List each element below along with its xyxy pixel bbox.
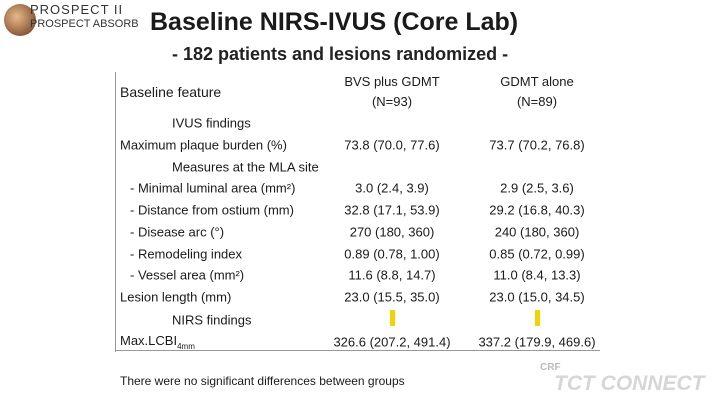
cell-value: 270 (180, 360) bbox=[349, 224, 435, 240]
cell-value: 337.2 (179.9, 469.6) bbox=[478, 334, 596, 350]
row-label: - Vessel area (mm²) bbox=[130, 267, 245, 283]
cell-value: 0.89 (0.78, 1.00) bbox=[344, 246, 440, 262]
header-text: (N=93) bbox=[371, 94, 413, 109]
highlight-bar bbox=[390, 310, 395, 326]
header-text: (N=89) bbox=[516, 94, 558, 109]
subtitle: - 182 patients and lesions randomized - bbox=[172, 44, 509, 64]
row-label: - Minimal luminal area (mm²) bbox=[130, 180, 296, 196]
table-border bbox=[115, 350, 600, 351]
logo-line: PROSPECT ABSORB bbox=[30, 18, 139, 30]
cell-value: 11.6 (8.8, 14.7) bbox=[348, 267, 436, 283]
logo-icon bbox=[4, 4, 36, 36]
row-label: - Remodeling index bbox=[130, 246, 243, 262]
cell-value: 326.6 (207.2, 491.4) bbox=[333, 334, 451, 350]
row-label: Max.LCBI4mm bbox=[120, 333, 195, 351]
cell-value: 240 (180, 360) bbox=[494, 224, 580, 240]
cell-value: 73.7 (70.2, 76.8) bbox=[489, 137, 585, 153]
cell-value: 23.0 (15.0, 34.5) bbox=[489, 289, 585, 305]
watermark: CRF bbox=[540, 362, 561, 373]
cell-value: 32.8 (17.1, 53.9) bbox=[344, 202, 440, 218]
section-label: IVUS findings bbox=[172, 115, 251, 131]
cell-value: 3.0 (2.4, 3.9) bbox=[355, 180, 429, 196]
cell-value: 0.85 (0.72, 0.99) bbox=[489, 246, 585, 262]
header-cell: Baseline feature bbox=[120, 84, 222, 100]
footnote: There were no significant differences be… bbox=[120, 374, 405, 388]
cell-value: 2.9 (2.5, 3.6) bbox=[500, 180, 574, 196]
header-cell: BVS plus GDMT (N=93) bbox=[344, 72, 439, 112]
section-label: NIRS findings bbox=[172, 312, 252, 328]
section-label: Measures at the MLA site bbox=[172, 159, 319, 175]
label-subscript: 4mm bbox=[177, 341, 195, 351]
row-label: - Distance from ostium (mm) bbox=[130, 202, 294, 218]
header-cell: GDMT alone (N=89) bbox=[500, 72, 573, 112]
row-label: - Disease arc (°) bbox=[130, 224, 225, 240]
cell-value: 23.0 (15.5, 35.0) bbox=[344, 289, 440, 305]
row-label: Lesion length (mm) bbox=[120, 289, 232, 305]
header-text: GDMT alone bbox=[500, 74, 574, 89]
title: Baseline NIRS-IVUS (Core Lab) bbox=[150, 8, 519, 36]
row-label: Maximum plaque burden (%) bbox=[120, 137, 287, 153]
cell-value: 11.0 (8.4, 13.3) bbox=[493, 267, 581, 283]
highlight-bar bbox=[535, 310, 540, 326]
table-border bbox=[115, 72, 116, 352]
logo-line: PROSPECT II bbox=[30, 2, 124, 17]
cell-value: 73.8 (70.0, 77.6) bbox=[344, 137, 440, 153]
label-text: Max.LCBI bbox=[120, 333, 178, 349]
header-text: BVS plus GDMT bbox=[344, 74, 440, 89]
watermark: TCT CONNECT bbox=[554, 372, 705, 395]
cell-value: 29.2 (16.8, 40.3) bbox=[489, 202, 585, 218]
